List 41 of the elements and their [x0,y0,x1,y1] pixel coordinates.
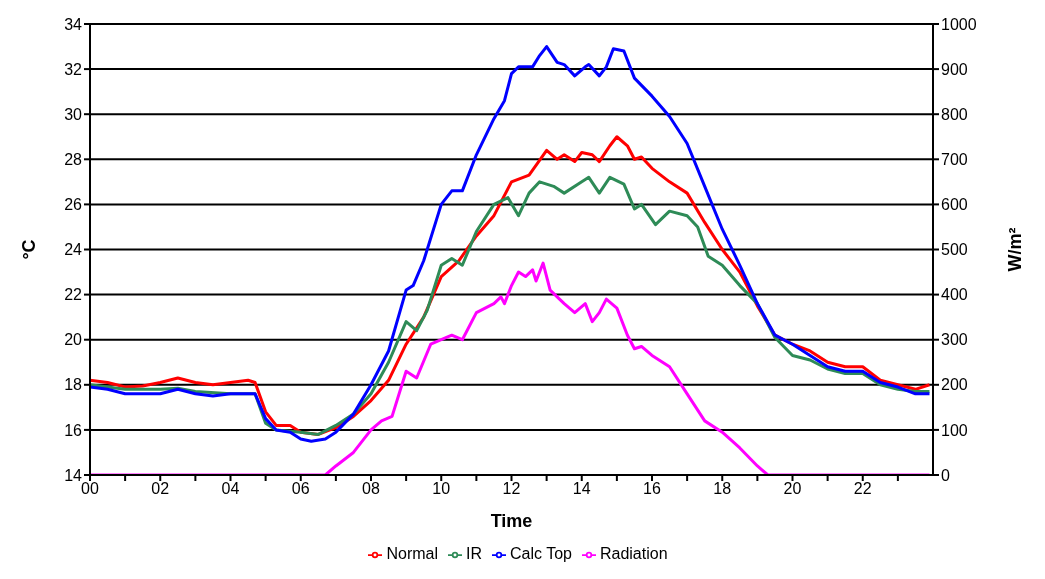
y2-tick-label: 400 [941,286,968,304]
x-axis-title: Time [490,511,533,531]
y-tick-label: 18 [64,376,83,394]
y2-tick-label: 200 [941,376,968,394]
x-tick-label: 08 [362,480,380,498]
y2-tick-label: 600 [941,196,968,214]
y-tick-label: 34 [64,15,83,33]
y2-axis-title: W/m² [1004,227,1025,272]
legend-label: IR [465,545,482,562]
x-tick-label: 14 [572,480,591,498]
legend-label: Normal [386,545,438,562]
y-tick-label: 22 [64,286,83,304]
y-tick-label: 14 [64,466,83,484]
x-tick-label: 16 [643,480,661,498]
x-tick-label: 22 [853,480,872,498]
y-tick-label: 28 [64,150,83,168]
x-tick-label: 18 [713,480,732,498]
y-tick-label: 20 [64,331,83,349]
y2-tick-label: 1000 [941,15,977,33]
y2-tick-label: 900 [941,60,968,78]
y-tick-label: 26 [64,196,83,214]
y-tick-label: 32 [64,60,83,78]
x-tick-label: 04 [221,480,240,498]
x-tick-label: 12 [502,480,521,498]
y-tick-label: 30 [64,105,83,123]
y2-tick-label: 500 [941,241,968,259]
y2-tick-label: 800 [941,105,968,123]
x-tick-label: 06 [291,480,310,498]
legend-label: Radiation [599,545,668,562]
y2-tick-label: 300 [941,331,968,349]
y-tick-label: 24 [64,241,83,259]
x-tick-label: 20 [783,480,802,498]
y2-tick-label: 700 [941,150,968,168]
y2-tick-label: 0 [941,466,950,484]
legend-label: Calc Top [509,545,572,562]
y-tick-label: 16 [64,421,83,439]
y2-tick-label: 100 [941,421,968,439]
y-axis-title: °C [18,239,39,260]
x-tick-label: 10 [432,480,451,498]
x-tick-label: 02 [151,480,170,498]
x-tick-label: 00 [81,480,99,498]
